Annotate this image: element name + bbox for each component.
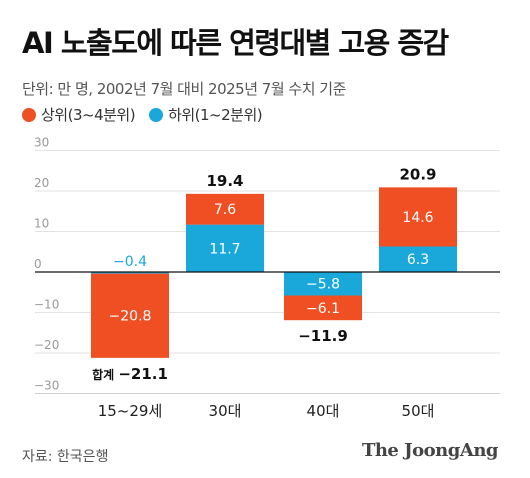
total-label: 19.4 [206,172,243,190]
x-category-label: 40대 [307,402,340,420]
legend-item-lower: 하위(1~2분위) [149,104,263,125]
chart-title: AI 노출도에 따른 연령대별 고용 증감 [22,26,449,60]
source-note: 자료: 한국은행 [22,449,109,465]
data-label-upper: −20.8 [109,309,152,325]
data-label-lower: 6.3 [407,252,429,268]
data-label-lower: 11.7 [209,241,240,257]
legend-swatch-lower [149,107,164,122]
stacked-bar-chart: 30 20 10 0 −10 −20 −30 −0.4 −20.8 합계 −21.1 15~29세 1… [34,136,500,420]
legend-item-upper: 상위(3~4분위) [22,104,136,125]
legend: 상위(3~4분위) 하위(1~2분위) [22,104,263,125]
data-label-lower: −0.4 [113,254,147,270]
y-tick-label: −20 [34,338,59,352]
bar-segment-lower [284,272,362,296]
legend-swatch-upper [22,107,36,122]
x-category-label: 50대 [402,402,435,420]
total-label: 20.9 [399,165,436,183]
total-label: −11.9 [298,327,348,345]
data-label-upper: 7.6 [214,202,236,218]
y-tick-label: 20 [34,176,49,190]
bar-segment-upper [284,295,362,321]
data-label-lower: −5.8 [306,277,340,293]
bar-segment-lower [379,246,457,272]
bar-segment-upper [379,187,457,247]
publisher-logo: The JoongAng [361,440,499,461]
total-label: 합계 −21.1 [92,365,168,383]
chart-subtitle: 단위: 만 명, 2002년 7월 대비 2025년 7월 수치 기준 [22,80,346,98]
data-label-upper: 14.6 [402,210,433,226]
legend-label-lower: 하위(1~2분위) [168,106,263,124]
y-tick-label: 0 [34,257,42,271]
x-category-label: 30대 [209,402,242,420]
bar-segment-lower [91,272,169,274]
y-tick-label: −30 [34,379,59,393]
y-tick-label: −10 [34,298,59,312]
legend-label-upper: 상위(3~4분위) [41,106,136,124]
x-category-label: 15~29세 [98,402,163,420]
y-tick-label: 10 [34,217,49,231]
y-tick-label: 30 [34,136,49,150]
bar-segment-upper [186,193,264,225]
bar-segment-upper [91,273,169,358]
data-label-upper: −6.1 [306,301,340,317]
bar-segment-lower [186,224,264,272]
